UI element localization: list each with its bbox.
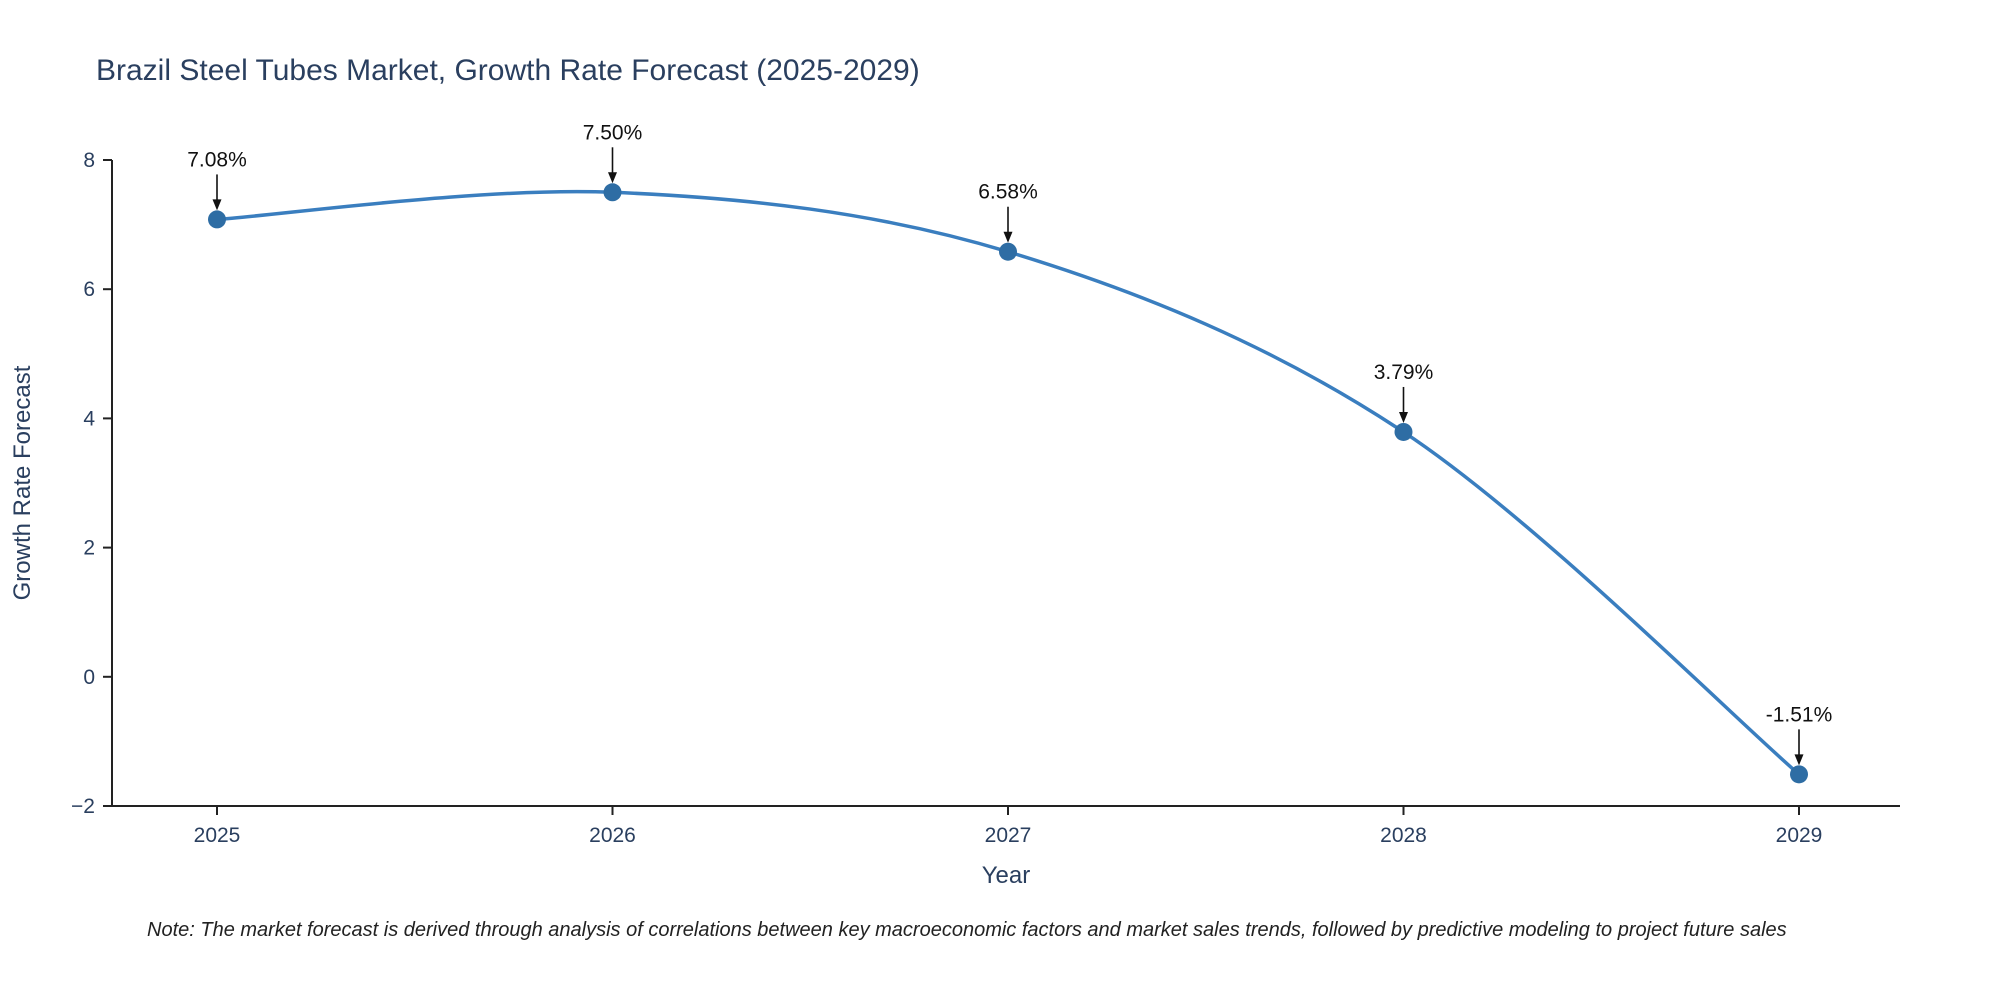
annotation-arrowhead bbox=[1399, 411, 1408, 423]
trend-line bbox=[215, 189, 1801, 777]
annotation-arrowhead bbox=[212, 199, 222, 211]
y-tick-label: 4 bbox=[83, 407, 95, 430]
data-label: -1.51% bbox=[1766, 703, 1833, 726]
data-label: 7.50% bbox=[583, 121, 643, 144]
annotation-arrowhead bbox=[1794, 754, 1804, 766]
x-tick-label: 2028 bbox=[1380, 824, 1427, 847]
data-point[interactable] bbox=[999, 242, 1017, 261]
y-tick-label: 0 bbox=[83, 666, 95, 689]
data-label: 6.58% bbox=[978, 181, 1038, 204]
y-tick-label: 6 bbox=[83, 278, 95, 301]
y-tick-label: 2 bbox=[83, 537, 95, 560]
y-axis-title: Growth Rate Forecast bbox=[9, 365, 36, 600]
x-tick-label: 2025 bbox=[194, 824, 241, 847]
x-tick-label: 2029 bbox=[1776, 824, 1823, 847]
x-tick-label: 2026 bbox=[589, 824, 636, 847]
y-tick-label: −2 bbox=[71, 795, 95, 818]
data-label: 7.08% bbox=[187, 148, 247, 171]
data-point[interactable] bbox=[1394, 422, 1413, 441]
data-point[interactable] bbox=[1790, 765, 1808, 784]
y-tick-label: 8 bbox=[83, 149, 95, 172]
data-label: 3.79% bbox=[1374, 361, 1434, 384]
annotation-arrowhead bbox=[1003, 231, 1013, 243]
x-axis-title: Year bbox=[982, 862, 1031, 889]
footnote: Note: The market forecast is derived thr… bbox=[147, 919, 1787, 941]
annotation-arrowhead bbox=[608, 172, 617, 184]
data-point[interactable] bbox=[208, 210, 226, 229]
data-point[interactable] bbox=[603, 183, 622, 202]
chart-title: Brazil Steel Tubes Market, Growth Rate F… bbox=[96, 54, 920, 87]
x-tick-label: 2027 bbox=[985, 824, 1032, 847]
